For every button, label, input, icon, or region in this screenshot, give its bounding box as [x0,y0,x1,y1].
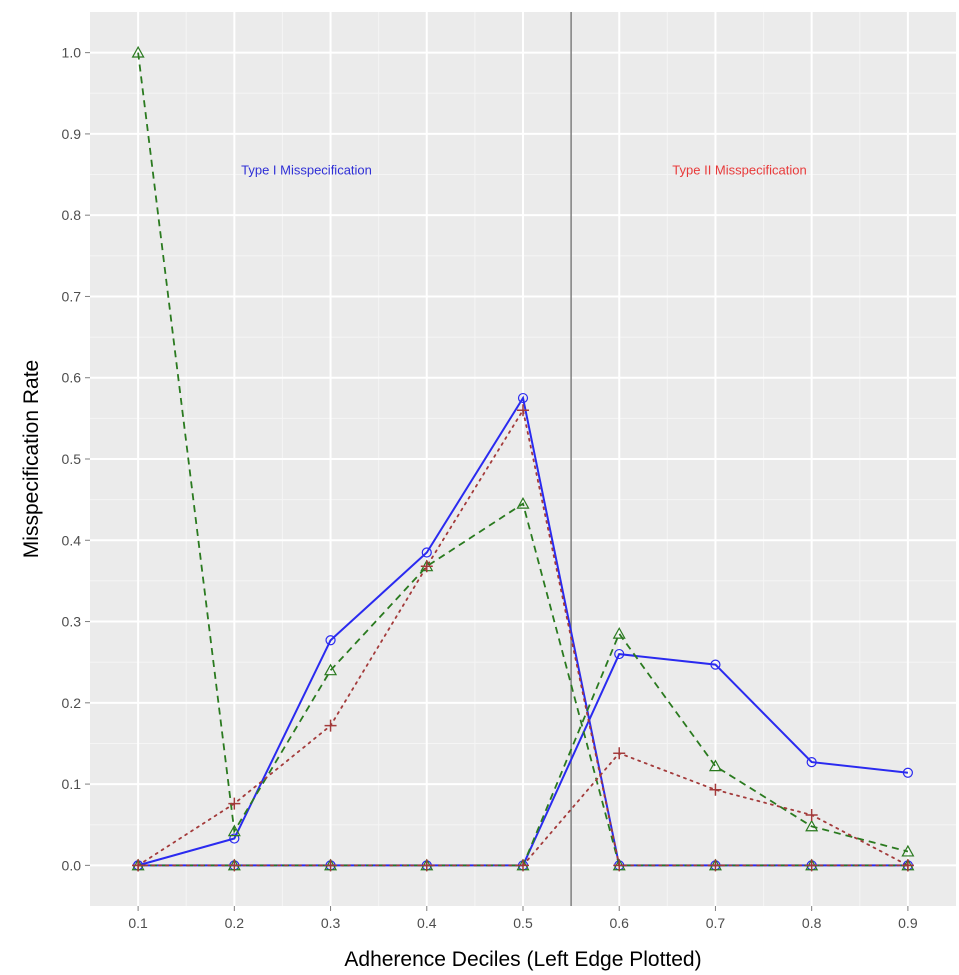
plus-marker [613,859,626,872]
plus-marker [805,859,818,872]
circle-marker [517,392,529,404]
triangle-marker [324,663,338,676]
plus-marker [324,859,337,872]
plus-marker [517,404,529,417]
y-axis-title: Misspecification Rate [20,360,43,558]
x-tick-label: 0.8 [802,915,822,931]
x-tick-label: 0.3 [321,915,341,931]
y-tick-label: 0.8 [62,207,82,223]
x-tick-label: 0.7 [706,915,726,931]
plus-marker [709,859,722,872]
triangle-marker [516,496,530,509]
y-tick-label: 0.5 [62,451,82,467]
x-tick-label: 0.4 [417,915,437,931]
y-tick-label: 0.1 [62,776,82,792]
plus-marker [805,808,818,821]
plus-marker [228,797,241,810]
triangle-marker [612,627,626,639]
circle-marker [325,635,336,646]
triangle-marker [805,819,819,832]
x-axis-title: Adherence Deciles (Left Edge Plotted) [344,948,701,971]
annotation-group: Type I Misspecification Type II Misspecif… [241,163,807,178]
triangle-marker [901,844,915,857]
plus-marker [709,783,722,796]
series-group [131,45,915,872]
plus-marker [901,859,914,872]
plus-marker [132,859,145,872]
y-tick-label: 0.2 [62,695,82,711]
y-tick-label: 0.3 [62,614,82,630]
plus-marker [228,859,241,872]
series-3-line-1 [137,407,909,867]
type-ii-annotation: Type II Misspecification [672,163,806,178]
circle-marker [710,659,721,670]
x-tick-label: 0.1 [128,915,148,931]
y-tick-label: 0.4 [62,532,82,548]
plus-marker [324,719,337,732]
plus-marker [517,859,529,872]
series-2-line-1 [137,52,908,867]
circle-marker [229,833,240,844]
triangle-marker [227,824,241,837]
circle-marker [421,547,432,558]
plus-marker [420,859,433,872]
type-i-annotation: Type I Misspecification [241,163,372,178]
circle-marker [614,648,625,660]
x-tick-label: 0.5 [513,915,533,931]
y-tick-label: 0.0 [62,857,82,873]
y-tick-label: 0.9 [62,126,82,142]
triangle-marker [131,45,145,58]
plus-marker [420,560,433,573]
x-axis-ticks: 0.1 0.2 0.3 0.4 0.5 0.6 0.7 0.8 0.9 [128,906,918,931]
circle-marker [902,767,913,778]
y-tick-label: 0.6 [62,370,82,386]
circle-marker [806,757,817,768]
triangle-marker [708,759,722,772]
x-tick-label: 0.9 [898,915,918,931]
y-tick-label: 0.7 [62,288,82,304]
x-tick-label: 0.6 [609,915,629,931]
y-tick-label: 1.0 [62,45,82,61]
x-tick-label: 0.2 [225,915,245,931]
y-axis-ticks: 0.0 0.1 0.2 0.3 0.4 0.5 0.6 0.7 0.8 0.9 1.0 [62,45,90,873]
plus-marker [613,747,626,760]
